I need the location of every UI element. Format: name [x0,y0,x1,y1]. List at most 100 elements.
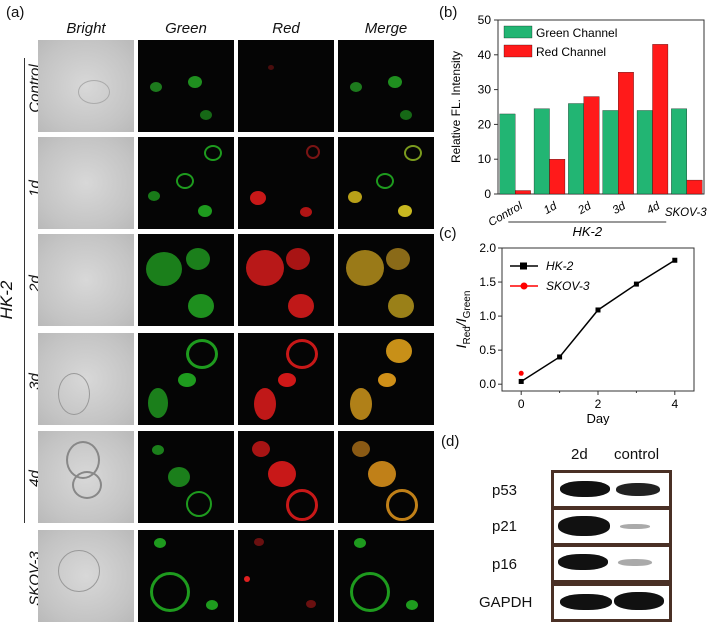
tile-1d-red [238,137,334,229]
y-tick-label: 1.0 [479,309,496,323]
x-tick-label: 4 [671,397,678,411]
blot-column-control: control [614,446,660,463]
x-tick-label: 4d [645,200,663,217]
tile-skov3-red [238,530,334,622]
y-axis-title-part: Red [462,326,473,344]
tile-3d-red [238,333,334,425]
point-0-4 [672,257,678,263]
column-header-red: Red [272,20,300,37]
bar-green-5 [671,108,687,195]
point-0-0 [518,378,524,384]
series-line-0 [520,259,676,383]
y-tick-label: 0.5 [479,343,496,357]
protein-label-p16: p16 [492,556,518,573]
legend-swatch-1 [503,44,533,58]
x-tick-label: 2d [575,200,593,218]
plot-frame [501,247,695,392]
protein-label-gapdh: GAPDH [479,594,533,611]
panel-a-label: (a) [6,4,25,21]
hk2-group-label: HK-2 [0,280,16,320]
tile-3d-bright [38,333,134,425]
y-tick-label: 30 [478,83,492,97]
tile-4d-merge [338,431,434,523]
x-tick-label: Control [487,200,525,229]
panel-d-label: (d) [441,433,460,450]
tile-1d-green [138,137,234,229]
y-tick-label: 0 [484,187,491,201]
blot-column-2d: 2d [571,446,588,463]
bar-red-1 [549,159,566,195]
tile-4d-green [138,431,234,523]
plot-frame [497,19,705,195]
bar-green-4 [636,110,653,195]
x-tick-label: SKOV-3 [665,207,707,219]
bar-red-3 [618,72,634,195]
tile-control-green [138,40,234,132]
bar-green-0 [499,113,516,195]
hk2-group-bracket [24,58,25,523]
y-tick-label: 10 [478,152,492,166]
point-1-0 [518,370,524,376]
blot-p16 [551,544,672,583]
y-tick-label: 50 [478,13,492,27]
legend-label-0: Green Channel [536,26,617,40]
legend-label-0: HK-2 [546,259,574,273]
bar-red-0 [515,190,531,195]
y-tick-label: 40 [478,48,492,62]
tile-2d-bright [38,234,134,326]
tile-skov3-bright [38,530,134,622]
column-header-merge: Merge [364,20,408,37]
y-tick-label: 2.0 [479,241,496,255]
point-0-1 [557,354,563,360]
legend-marker-1 [520,282,528,290]
y-axis-title-part: Green [462,291,473,319]
panel-c-label: (c) [439,225,457,242]
bar-red-5 [686,179,703,195]
tile-skov3-green [138,530,234,622]
x-tick-label: 0 [518,397,525,411]
column-header-green: Green [165,20,207,37]
line-chart: 0.0 0.5 1.0 1.5 2.0 0 2 4 Day IRed/IGreen HK-2 SKOV… [453,241,695,425]
bar-green-2 [568,103,584,195]
bar-green-1 [533,108,550,195]
protein-label-p53: p53 [492,482,518,499]
legend-label-1: SKOV-3 [546,279,590,293]
x-tick-label: 2 [595,397,602,411]
y-axis-title-part: I [453,344,469,348]
hk2-group-label: HK-2 [572,224,602,239]
x-axis-title: Day [586,411,610,425]
y-tick-label: 0.0 [479,377,496,391]
tile-skov3-merge [338,530,434,622]
point-0-2 [595,307,601,313]
protein-label-p21: p21 [492,518,518,535]
bar-chart: 0 10 20 30 40 50 Relative FL. Intensity Control… [449,13,707,239]
tile-control-red [238,40,334,132]
blot-p21 [551,507,672,546]
legend-marker-0 [520,262,527,270]
y-axis-title-part: /I [453,318,469,327]
panel-b-label: (b) [439,4,458,21]
tile-1d-merge [338,137,434,229]
blot-gapdh [551,583,672,622]
x-tick-label: 3d [611,200,629,217]
bar-red-2 [583,96,600,195]
tile-control-merge [338,40,434,132]
point-0-3 [633,281,639,287]
legend-swatch-0 [503,25,533,39]
tile-control-bright [38,40,134,132]
bar-red-4 [652,44,669,195]
y-axis-title: Relative FL. Intensity [449,51,463,163]
tile-2d-merge [338,234,434,326]
column-header-bright: Bright [66,20,106,37]
tile-2d-green [138,234,234,326]
tile-2d-red [238,234,334,326]
y-axis-title: IRed/IGreen [453,291,473,349]
y-tick-label: 1.5 [479,275,496,289]
bar-green-3 [602,110,619,195]
blot-p53 [551,470,672,509]
tile-4d-red [238,431,334,523]
tile-1d-bright [38,137,134,229]
tile-3d-merge [338,333,434,425]
legend-label-1: Red Channel [536,45,606,59]
y-tick-label: 20 [478,117,492,131]
